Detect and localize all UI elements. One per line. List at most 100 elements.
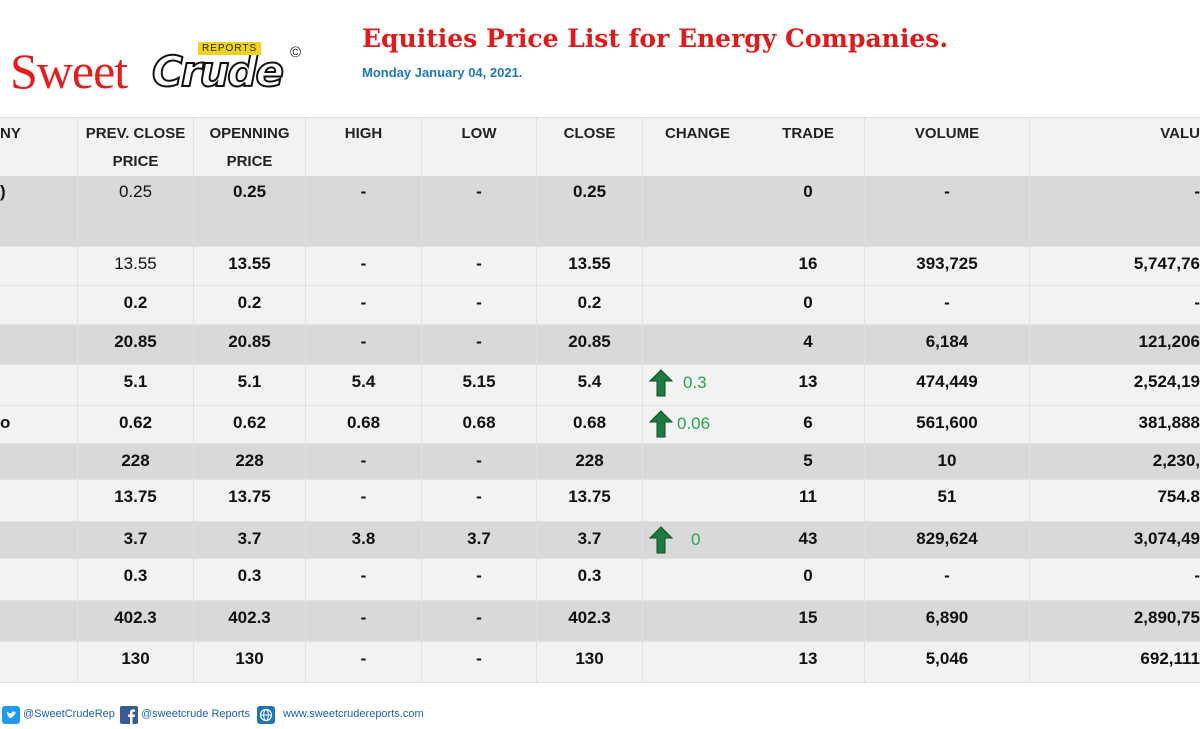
cell-volume: 6,890 — [865, 601, 1030, 641]
cell-trade: 15 — [752, 601, 865, 641]
cell-value: 5,046 — [925, 649, 969, 668]
cell-low: - — [422, 247, 537, 285]
cell-change: 0.06 — [643, 406, 752, 443]
cell-value: - — [360, 182, 367, 201]
col-header-change: CHANGE — [643, 118, 752, 177]
cell-value: 43 — [798, 529, 818, 548]
cell-value: 0.25 — [232, 182, 267, 201]
cell-value: 0.2 — [237, 293, 262, 312]
cell-value: - — [476, 566, 482, 585]
cell-value: 5.4 — [351, 372, 376, 391]
cell-value: 402.3 — [568, 608, 611, 627]
col-header-value: VALU — [1030, 118, 1200, 177]
cell-trade: 0 — [752, 176, 865, 246]
cell-value: 0.68 — [462, 413, 496, 432]
cell-value: 6,890 — [925, 608, 969, 627]
cell-opening: 402.3 — [194, 601, 306, 641]
cell-company — [0, 286, 78, 324]
cell-value: 692,111 — [1030, 642, 1200, 682]
logo-reports: REPORTS — [198, 42, 262, 55]
cell-company — [0, 444, 78, 479]
change-value: 0 — [691, 530, 701, 549]
table-row: 5.1 5.1 5.4 5.15 5.4 0.3 13 474,449 2,524,19 — [0, 365, 1200, 406]
facebook-handle[interactable]: @sweetcrude Reports — [141, 708, 250, 720]
cell-change — [643, 247, 752, 285]
cell-value: 13.75 — [114, 487, 157, 506]
cell-value: 474,449 — [916, 372, 978, 391]
cell-value: 6 — [803, 413, 813, 432]
cell-value: 0.2 — [577, 293, 602, 312]
cell-value: 381,888 — [1030, 406, 1200, 443]
cell-value: - — [1030, 559, 1200, 600]
cell-value: 0.25 — [572, 182, 607, 201]
cell-company: ) — [0, 176, 78, 246]
website-link[interactable]: www.sweetcrudereports.com — [283, 708, 424, 720]
twitter-icon[interactable] — [2, 706, 20, 724]
cell-company — [0, 601, 78, 641]
col-header-opening: OPENNING PRICE — [194, 118, 306, 177]
cell-value: 0.25 — [118, 182, 153, 201]
cell-value: - — [360, 332, 367, 351]
cell-value: 0 — [803, 182, 813, 201]
cell-close: 20.85 — [537, 325, 643, 364]
cell-value: 20.85 — [228, 332, 271, 351]
col-header-company: NY — [0, 118, 78, 177]
cell-low: - — [422, 601, 537, 641]
cell-value: 2,524,19 — [1133, 372, 1200, 391]
cell-value: - — [1194, 293, 1200, 312]
cell-value: - — [360, 293, 367, 312]
cell-value: 130 — [575, 649, 604, 668]
col-header-label: OPENNING — [209, 125, 290, 142]
cell-high: - — [306, 325, 422, 364]
cell-close: 5.4 — [537, 365, 643, 405]
cell-change — [643, 601, 752, 641]
col-header-volume: VOLUME — [865, 118, 1030, 177]
cell-value: - — [1194, 182, 1200, 201]
cell-prev-close: 0.2 — [78, 286, 194, 324]
cell-value: 13 — [798, 649, 818, 668]
cell-high: - — [306, 444, 422, 479]
cell-value: - — [476, 182, 482, 201]
up-arrow-icon — [649, 410, 673, 438]
cell-value: 393,725 — [916, 254, 978, 273]
table-row: 13.75 13.75 - - 13.75 11 51 754.8 — [0, 480, 1200, 522]
cell-opening: 0.2 — [194, 286, 306, 324]
change-value: 0.06 — [677, 414, 711, 433]
logo-copyright: © — [290, 44, 302, 61]
cell-value: - — [1030, 286, 1200, 324]
cell-low: - — [422, 176, 537, 246]
logo-sweet: Sweet — [10, 43, 128, 99]
facebook-icon[interactable] — [120, 706, 138, 724]
cell-high: - — [306, 642, 422, 682]
table-row: 402.3 402.3 - - 402.3 15 6,890 2,890,75 — [0, 601, 1200, 642]
cell-volume: - — [865, 286, 1030, 324]
table-row: ) 0.25 0.25 - - 0.25 0 - - — [0, 176, 1200, 247]
cell-value: 0.68 — [346, 413, 381, 432]
cell-value: 5 — [803, 451, 813, 470]
cell-opening: 0.62 — [194, 406, 306, 443]
cell-high: - — [306, 176, 422, 246]
cell-value: - — [1030, 176, 1200, 246]
cell-value: 2,230, — [1152, 451, 1200, 470]
cell-prev-close: 13.75 — [78, 480, 194, 521]
cell-company — [0, 559, 78, 600]
cell-value: 5,747,76 — [1133, 254, 1200, 273]
cell-volume: 561,600 — [865, 406, 1030, 443]
cell-volume: 6,184 — [865, 325, 1030, 364]
table-row: 228 228 - - 228 5 10 2,230, — [0, 444, 1200, 480]
cell-prev-close: 5.1 — [78, 365, 194, 405]
col-header-label: LOW — [461, 125, 497, 142]
cell-trade: 13 — [752, 365, 865, 405]
table-row: o 0.62 0.62 0.68 0.68 0.68 0.06 6 561,600 381,888 — [0, 406, 1200, 444]
cell-opening: 13.75 — [194, 480, 306, 521]
col-header-low: LOW — [422, 118, 537, 177]
cell-value: 13.55 — [228, 254, 271, 273]
cell-volume: 829,624 — [865, 522, 1030, 558]
twitter-handle[interactable]: @SweetCrudeRep — [23, 708, 115, 720]
cell-value: 121,206 — [1030, 325, 1200, 364]
cell-value: 829,624 — [916, 529, 978, 548]
cell-prev-close: 13.55 — [78, 247, 194, 285]
cell-trade: 13 — [752, 642, 865, 682]
cell-opening: 0.3 — [194, 559, 306, 600]
globe-icon[interactable] — [257, 706, 275, 724]
